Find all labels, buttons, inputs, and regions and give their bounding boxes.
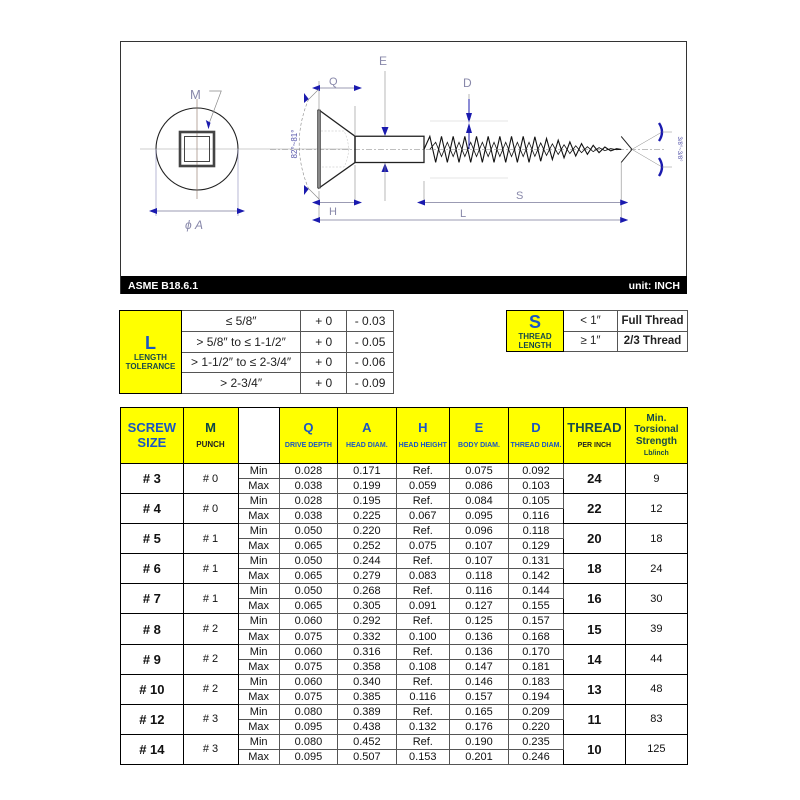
svg-text:L: L — [460, 208, 466, 220]
svg-text:ϕ A: ϕ A — [185, 218, 203, 232]
svg-text:82°~81°: 82°~81° — [290, 130, 299, 159]
svg-text:D: D — [463, 76, 472, 90]
svg-text:E: E — [379, 54, 387, 68]
svg-text:M: M — [190, 87, 201, 102]
svg-text:H: H — [329, 206, 337, 218]
svg-text:Q: Q — [329, 76, 338, 88]
svg-text:S: S — [516, 190, 523, 202]
svg-text:3/8°~3/8°: 3/8°~3/8° — [676, 137, 682, 163]
